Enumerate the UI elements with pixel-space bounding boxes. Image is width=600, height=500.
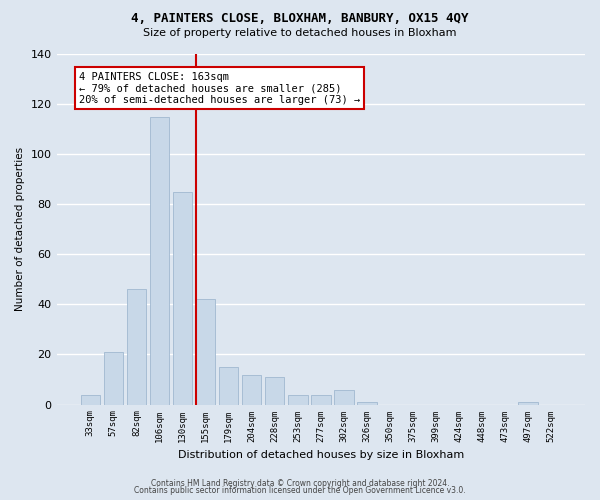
Bar xyxy=(104,352,123,405)
Bar xyxy=(242,374,262,404)
X-axis label: Distribution of detached houses by size in Bloxham: Distribution of detached houses by size … xyxy=(178,450,464,460)
Bar xyxy=(518,402,538,404)
Bar xyxy=(173,192,193,404)
Bar xyxy=(334,390,353,404)
Bar xyxy=(80,394,100,404)
Text: Contains public sector information licensed under the Open Government Licence v3: Contains public sector information licen… xyxy=(134,486,466,495)
Text: Size of property relative to detached houses in Bloxham: Size of property relative to detached ho… xyxy=(143,28,457,38)
Text: 4, PAINTERS CLOSE, BLOXHAM, BANBURY, OX15 4QY: 4, PAINTERS CLOSE, BLOXHAM, BANBURY, OX1… xyxy=(131,12,469,26)
Bar xyxy=(357,402,377,404)
Text: Contains HM Land Registry data © Crown copyright and database right 2024.: Contains HM Land Registry data © Crown c… xyxy=(151,478,449,488)
Bar xyxy=(219,367,238,405)
Y-axis label: Number of detached properties: Number of detached properties xyxy=(15,147,25,312)
Bar xyxy=(196,300,215,405)
Bar xyxy=(149,116,169,405)
Bar xyxy=(311,394,331,404)
Bar xyxy=(288,394,308,404)
Text: 4 PAINTERS CLOSE: 163sqm
← 79% of detached houses are smaller (285)
20% of semi-: 4 PAINTERS CLOSE: 163sqm ← 79% of detach… xyxy=(79,72,360,104)
Bar xyxy=(265,377,284,404)
Bar xyxy=(127,290,146,405)
